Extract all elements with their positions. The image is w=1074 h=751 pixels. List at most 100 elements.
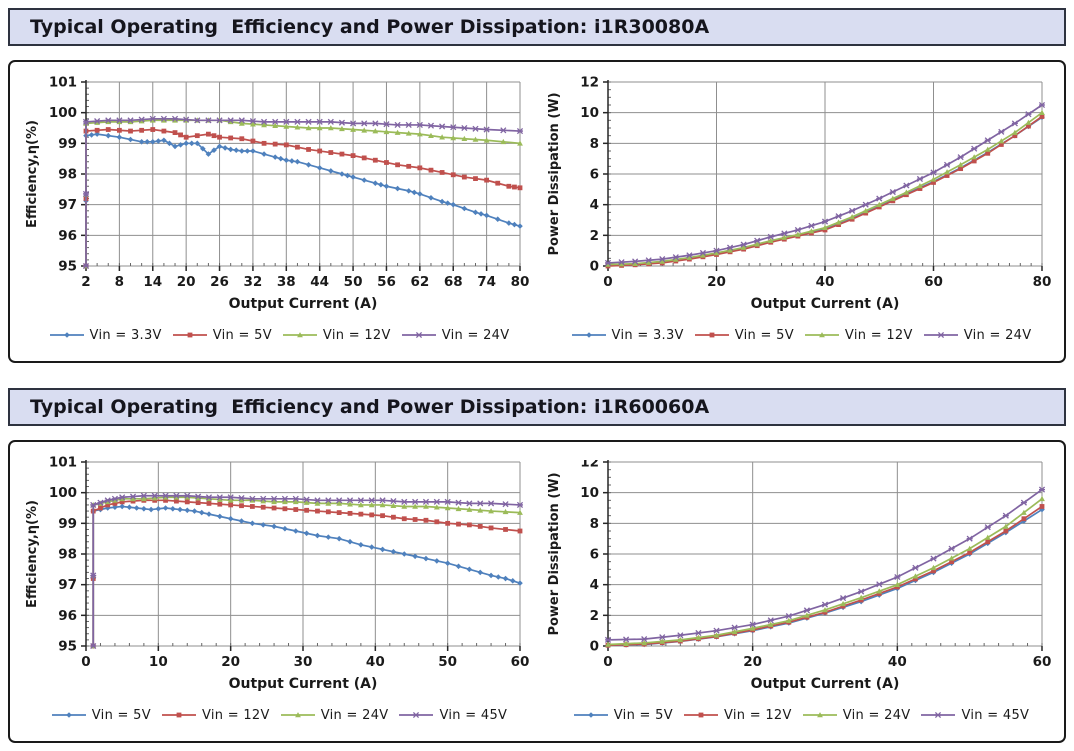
svg-text:40: 40: [888, 654, 907, 670]
legend-item-vin-3.3v: Vin = 3.3V: [49, 328, 162, 343]
legend-item-vin-24v: Vin = 24V: [923, 328, 1032, 343]
efficiency-i1R30080A-legend: Vin = 3.3V Vin = 5V Vin = 12V Vin = 24V: [22, 322, 536, 348]
legend-marker-icon: [683, 712, 718, 718]
svg-text:0: 0: [603, 274, 612, 290]
y-axis-label: Power Dissipation (W): [547, 92, 562, 255]
x-axis-label: Output Current (A): [751, 296, 900, 312]
legend-label: Vin = 3.3V: [89, 327, 162, 343]
legend-label: Vin = 45V: [961, 707, 1030, 723]
svg-text:10: 10: [149, 654, 168, 670]
svg-text:40: 40: [366, 654, 385, 670]
power-i1R30080A-legend: Vin = 3.3V Vin = 5V Vin = 12V Vin = 24V: [544, 322, 1058, 348]
svg-text:20: 20: [221, 654, 240, 670]
svg-text:60: 60: [924, 274, 943, 290]
svg-text:0: 0: [81, 654, 90, 670]
svg-text:6: 6: [590, 547, 599, 563]
legend-marker-icon: [161, 712, 196, 718]
legend-item-vin-24v: Vin = 24V: [802, 708, 911, 723]
legend-item-vin-5v: Vin = 5V: [51, 708, 151, 723]
svg-text:74: 74: [477, 274, 496, 290]
power-dissipation-chart-i1R30080A: 0 2 4 6 8 10 12 0 20 40 60 80 Power Dissipation (W) O…: [544, 68, 1058, 348]
power-i1R60060A-legend: Vin = 5V Vin = 12V Vin = 24V Vin = 45V: [544, 702, 1058, 728]
power-dissipation-chart-i1R60060A: 0 2 4 6 8 10 12 0 20 40 60 Power Dissipation (W) Out…: [544, 448, 1058, 728]
svg-text:2: 2: [81, 274, 90, 290]
chart-box-i1R30080A: 95 96 97 98 99 100 101 2 8 14 20 26 32 38 44 50 56 62 68 74…: [8, 60, 1066, 363]
legend-label: Vin = 3.3V: [611, 327, 684, 343]
svg-text:26: 26: [210, 274, 229, 290]
svg-text:101: 101: [49, 455, 77, 471]
legend-item-vin-45v: Vin = 45V: [920, 708, 1029, 723]
x-axis-label: Output Current (A): [229, 676, 378, 692]
legend-marker-icon: [399, 711, 434, 719]
legend-marker-icon: [804, 332, 839, 338]
legend-label: Vin = 24V: [320, 707, 389, 723]
chart-box-i1R60060A: 95 96 97 98 99 100 101 0 10 20 30 40 50 60 Efficiency,…: [8, 440, 1066, 743]
svg-text:40: 40: [816, 274, 835, 290]
legend-label: Vin = 24V: [441, 327, 510, 343]
svg-text:20: 20: [707, 274, 726, 290]
svg-text:80: 80: [1033, 274, 1052, 290]
svg-text:100: 100: [49, 105, 77, 121]
svg-text:38: 38: [277, 274, 296, 290]
legend-label: Vin = 5V: [734, 327, 794, 343]
svg-text:62: 62: [410, 274, 429, 290]
legend-marker-icon: [921, 711, 956, 719]
svg-text:6: 6: [590, 167, 599, 183]
legend-marker-icon: [282, 332, 317, 338]
svg-text:101: 101: [49, 75, 77, 91]
legend-label: Vin = 12V: [322, 327, 391, 343]
legend-item-vin-3.3v: Vin = 3.3V: [571, 328, 684, 343]
legend-label: Vin = 5V: [91, 707, 151, 723]
svg-text:0: 0: [603, 654, 612, 670]
svg-text:14: 14: [143, 274, 162, 290]
svg-text:96: 96: [58, 228, 77, 244]
svg-text:30: 30: [294, 654, 313, 670]
panel-title-i1R30080A: Typical Operating Efficiency and Power D…: [8, 8, 1066, 46]
svg-text:20: 20: [177, 274, 196, 290]
svg-text:99: 99: [58, 136, 77, 152]
svg-text:10: 10: [580, 105, 599, 121]
svg-text:97: 97: [58, 577, 77, 593]
legend-label: Vin = 12V: [844, 327, 913, 343]
legend-item-vin-12v: Vin = 12V: [282, 328, 391, 343]
efficiency-chart-i1R60060A: 95 96 97 98 99 100 101 0 10 20 30 40 50 60 Efficiency,…: [22, 448, 536, 728]
svg-text:8: 8: [590, 136, 599, 152]
legend-item-vin-12v: Vin = 12V: [804, 328, 913, 343]
legend-marker-icon: [923, 331, 958, 339]
legend-label: Vin = 24V: [842, 707, 911, 723]
svg-text:60: 60: [1033, 654, 1052, 670]
svg-text:2: 2: [590, 228, 599, 244]
legend-label: Vin = 24V: [963, 327, 1032, 343]
svg-text:80: 80: [511, 274, 530, 290]
svg-text:10: 10: [580, 485, 599, 501]
power-i1R30080A-canvas: 0 2 4 6 8 10 12 0 20 40 60 80 Power Dissipation (W) O…: [547, 75, 1052, 313]
panel-title-i1R60060A: Typical Operating Efficiency and Power D…: [8, 388, 1066, 426]
svg-text:0: 0: [590, 259, 599, 275]
legend-marker-icon: [51, 712, 86, 718]
x-axis-label: Output Current (A): [229, 296, 378, 312]
legend-item-vin-45v: Vin = 45V: [398, 708, 507, 723]
legend-item-vin-12v: Vin = 12V: [161, 708, 270, 723]
legend-marker-icon: [49, 332, 84, 338]
y-axis-label: Efficiency,η(%): [25, 500, 40, 608]
svg-text:0: 0: [590, 639, 599, 655]
efficiency-i1R60060A-legend: Vin = 5V Vin = 12V Vin = 24V Vin = 45V: [22, 702, 536, 728]
legend-item-vin-24v: Vin = 24V: [401, 328, 510, 343]
legend-item-vin-5v: Vin = 5V: [694, 328, 794, 343]
svg-text:56: 56: [377, 274, 396, 290]
legend-marker-icon: [401, 331, 436, 339]
y-axis-label: Efficiency,η(%): [25, 120, 40, 228]
efficiency-i1R30080A-canvas: 95 96 97 98 99 100 101 2 8 14 20 26 32 38 44 50 56 62 68 74…: [25, 75, 530, 313]
legend-marker-icon: [802, 712, 837, 718]
svg-text:98: 98: [58, 167, 77, 183]
svg-text:96: 96: [58, 608, 77, 624]
y-axis-label: Power Dissipation (W): [547, 472, 562, 635]
legend-marker-icon: [571, 332, 606, 338]
legend-marker-icon: [172, 332, 207, 338]
svg-text:50: 50: [438, 654, 457, 670]
svg-text:50: 50: [344, 274, 363, 290]
legend-marker-icon: [573, 712, 608, 718]
